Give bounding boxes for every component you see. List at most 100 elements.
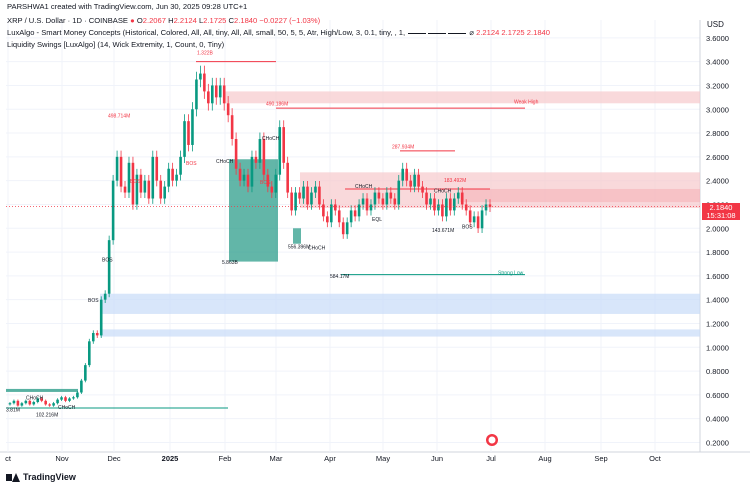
low-label: L: [198, 16, 204, 25]
zone-premium: [225, 91, 700, 104]
candle-body: [44, 400, 47, 405]
candle-body: [64, 397, 67, 401]
zone-premium-inner: [460, 188, 700, 203]
candle-body: [441, 204, 444, 217]
candle-body: [488, 204, 492, 207]
candle-body: [472, 216, 476, 223]
annotation-label: BOS: [462, 224, 473, 230]
candle-body: [179, 156, 182, 175]
y-tick-label: 1.8000: [706, 248, 729, 257]
symbol-label[interactable]: XRP / U.S. Dollar · 1D · COINBASE: [7, 16, 128, 25]
x-tick-label: May: [376, 454, 390, 463]
y-tick-label: 0.2000: [706, 438, 729, 447]
x-tick-label: Jul: [486, 454, 496, 463]
line-style-icon: [448, 32, 467, 34]
candle-body: [373, 192, 377, 205]
open-label: O: [136, 16, 143, 25]
indicator-line-1[interactable]: LuxAlgo - Smart Money Concepts (Historic…: [7, 28, 550, 38]
candle-body: [326, 216, 329, 223]
y-tick-label: 2.8000: [706, 129, 729, 138]
candle-body: [175, 174, 178, 181]
annotation-label: BOS: [102, 258, 113, 264]
candle-body: [16, 400, 20, 406]
candle-body: [123, 186, 127, 193]
candle-body: [167, 168, 170, 187]
candle-body: [207, 91, 210, 104]
order-block: [229, 159, 278, 262]
high-label: H: [168, 16, 174, 25]
candle-body: [349, 210, 353, 223]
candle-body: [250, 156, 254, 187]
candle-body: [242, 174, 246, 181]
candle-body: [210, 85, 214, 104]
order-block: [6, 388, 78, 392]
annotation-label: Weak High: [514, 99, 539, 105]
candle-body: [409, 180, 412, 187]
candle-body: [266, 174, 270, 187]
candle-body: [8, 403, 12, 405]
candle-body: [353, 210, 357, 217]
candle-body: [12, 400, 16, 404]
indicator-line-2[interactable]: Liquidity Swings [LuxAlgo] (14, Wick Ext…: [7, 40, 224, 50]
annotation-label: 102.216M: [36, 412, 58, 418]
change-value: −0.0227 (−1.03%): [259, 16, 321, 25]
y-tick-label: 0.4000: [706, 415, 729, 424]
candle-body: [290, 192, 293, 211]
candle-body: [314, 186, 317, 193]
annotation-label: 498.714M: [108, 114, 130, 120]
creator-line: PARSHWA1 created with TradingView.com, J…: [7, 2, 248, 11]
candle-body: [262, 139, 266, 175]
tradingview-brand: TradingView: [23, 472, 76, 482]
annotation-label: BOS: [88, 298, 99, 304]
current-price-tag: 2.1840 15:31:08: [702, 203, 740, 220]
candle-body: [52, 403, 55, 406]
candle-body: [397, 180, 401, 205]
candle-body: [464, 204, 468, 211]
candle-body: [187, 121, 190, 145]
y-tick-label: 3.0000: [706, 105, 729, 114]
candle-body: [286, 162, 289, 193]
low-value: 2.1725: [203, 16, 227, 25]
candle-body: [199, 73, 202, 80]
candle-body: [91, 332, 95, 342]
candle-body: [56, 399, 59, 404]
indicator2-label: Liquidity Swings [LuxAlgo] (14, Wick Ext…: [7, 40, 225, 49]
indicator1-label: LuxAlgo - Smart Money Concepts (Historic…: [7, 28, 406, 37]
x-tick-label: Mar: [270, 454, 283, 463]
annotation-label: 287.934M: [392, 145, 414, 151]
annotation-label: 3.81M: [6, 408, 20, 414]
candle-body: [60, 397, 63, 400]
x-tick-label: Apr: [324, 454, 336, 463]
candle-body: [99, 299, 103, 336]
candle-body: [32, 402, 36, 405]
line-style-icon: [408, 32, 427, 34]
annotation-label: 556.396M: [288, 244, 310, 250]
y-tick-label: 0.8000: [706, 367, 729, 376]
candle-body: [230, 115, 234, 140]
annotation-label: EQL: [372, 217, 382, 223]
candle-body: [449, 198, 452, 211]
candle-body: [88, 341, 91, 366]
candle-body: [111, 180, 115, 241]
eye-off-icon[interactable]: ⌀: [469, 28, 474, 37]
x-tick-label: Jun: [431, 454, 443, 463]
candle-body: [306, 186, 309, 205]
candle-body: [103, 293, 107, 300]
candle-body: [369, 204, 373, 211]
candle-body: [48, 404, 51, 406]
annotation-label: CHoCH: [216, 159, 234, 165]
candle-body: [155, 156, 159, 181]
candle-body: [203, 73, 206, 92]
candle-body: [163, 186, 166, 199]
candle-body: [322, 204, 325, 217]
tradingview-logo[interactable]: TradingView: [6, 472, 76, 482]
candle-body: [452, 198, 456, 211]
candle-body: [401, 168, 405, 181]
candle-body: [393, 198, 397, 205]
candle-body: [361, 198, 365, 205]
y-tick-label: 3.4000: [706, 58, 729, 67]
candle-body: [365, 198, 369, 211]
annotation-label: BOS: [186, 161, 197, 167]
candle-body: [298, 192, 301, 199]
